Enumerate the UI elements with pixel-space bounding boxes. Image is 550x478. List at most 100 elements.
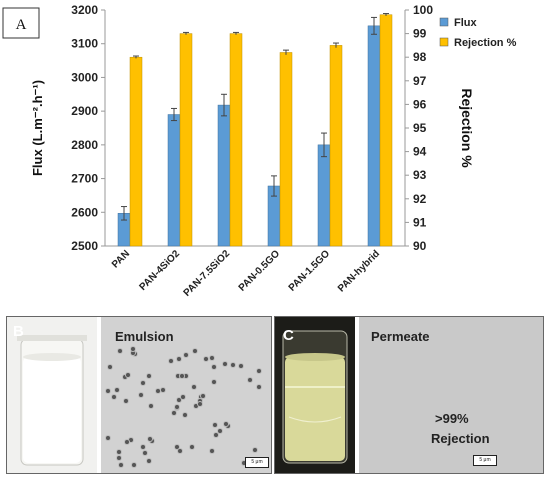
emulsion-droplet [117,450,121,454]
emulsion-droplet [223,362,227,366]
permeate-beaker-photo [275,317,355,473]
emulsion-droplet [184,353,188,357]
y-right-tick-label: 99 [413,27,427,41]
legend-label: Rejection % [454,37,517,49]
emulsion-droplet [198,399,202,403]
emulsion-droplet [131,351,135,355]
emulsion-droplet [231,363,235,367]
y-right-tick-label: 91 [413,215,427,229]
legend-swatch [439,17,449,27]
emulsion-droplet [119,463,123,467]
emulsion-droplet [169,359,173,363]
emulsion-droplet [213,423,217,427]
y-right-tick-label: 90 [413,239,427,253]
x-tick-label: PAN-7.5SiO2 [182,248,233,299]
emulsion-droplet [143,451,147,455]
emulsion-droplet [253,448,257,452]
emulsion-droplet [212,380,216,384]
y-tick-label: 3100 [71,37,98,51]
x-tick-label: PAN-1.5GO [287,248,333,294]
y-right-tick-label: 92 [413,192,427,206]
emulsion-droplet [214,433,218,437]
emulsion-droplet [124,399,128,403]
x-tick-label: PAN-hybrid [336,248,382,294]
emulsion-droplet [161,388,165,392]
scale-bar-c: 5 μm [473,455,497,466]
y-right-tick-label: 97 [413,74,427,88]
emulsion-droplet [141,381,145,385]
emulsion-droplet [115,388,119,392]
emulsion-droplet [149,404,153,408]
panel-c: C Permeate >99% Rejection 5 μm [274,316,544,474]
emulsion-droplet [190,445,194,449]
y-right-tick-label: 95 [413,121,427,135]
emulsion-droplet [257,385,261,389]
emulsion-droplet [226,424,230,428]
rejection-text: Rejection [431,431,490,446]
emulsion-droplet [106,436,110,440]
permeate-caption: Permeate [371,329,430,344]
emulsion-droplet [177,357,181,361]
emulsion-droplet [175,405,179,409]
rejection-value: >99% [435,411,469,426]
emulsion-droplet [147,459,151,463]
emulsion-droplet [212,365,216,369]
emulsion-droplet [257,369,261,373]
legend-swatch [439,37,449,47]
emulsion-micrograph [101,317,271,473]
y-right-tick-label: 100 [413,3,433,17]
emulsion-droplet [248,378,252,382]
bar-flux [217,104,231,247]
emulsion-droplet [175,445,179,449]
emulsion-droplet [131,347,135,351]
emulsion-droplet [148,437,152,441]
emulsion-droplet [118,349,122,353]
emulsion-droplet [176,374,180,378]
emulsion-droplet [201,394,205,398]
emulsion-droplet [198,402,202,406]
emulsion-droplet [210,449,214,453]
emulsion-droplet [156,389,160,393]
emulsion-droplet [194,404,198,408]
emulsion-droplet [106,389,110,393]
y-right-tick-label: 98 [413,50,427,64]
emulsion-droplet [181,395,185,399]
bar-flux [317,144,331,247]
emulsion-droplet [139,393,143,397]
y-tick-label: 2900 [71,104,98,118]
panel-a-label-box [2,7,40,39]
panel-a-label: A [16,17,27,33]
emulsion-droplet [126,373,130,377]
emulsion-droplet [172,411,176,415]
emulsion-droplet [123,375,127,379]
y-axis-title: Flux (L.m⁻².h⁻¹) [30,80,45,176]
legend-label: Flux [454,17,477,29]
emulsion-droplet [193,349,197,353]
y-right-tick-label: 96 [413,97,427,111]
emulsion-droplet [177,398,181,402]
emulsion-droplet [108,365,112,369]
emulsion-droplet [180,374,184,378]
scale-bar-b: 5 μm [245,457,269,468]
flux-rejection-chart: A 2500 2600 2700 2800 2900 3000 3100 3200 90 91 92… [2,3,517,299]
emulsion-droplet [218,429,222,433]
panel-b: B Emulsion 5 μm [6,316,272,474]
emulsion-droplet [183,413,187,417]
panel-b-label: B [13,323,24,340]
emulsion-droplet [141,445,145,449]
x-tick-label: PAN-4SiO2 [138,248,183,293]
emulsion-droplet [129,438,133,442]
y-tick-label: 3200 [71,3,98,17]
y-right-axis-title: Rejection % [459,88,475,168]
emulsion-droplet [239,364,243,368]
emulsion-droplet [210,356,214,360]
y-tick-label: 2700 [71,172,98,186]
bar-rejection [129,56,143,247]
emulsion-droplet [147,374,151,378]
emulsion-caption: Emulsion [115,329,174,344]
emulsion-droplet [112,395,116,399]
bar-flux [367,25,381,247]
emulsion-droplet [192,385,196,389]
permeate-micrograph [359,317,543,473]
panel-c-label: C [283,327,294,344]
